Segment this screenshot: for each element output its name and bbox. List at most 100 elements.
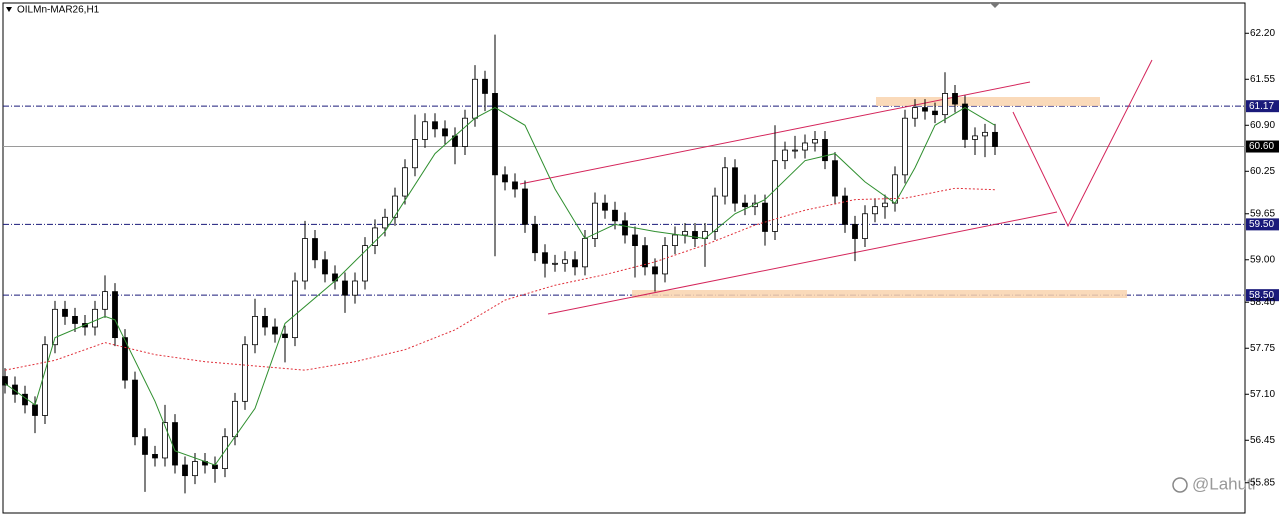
watermark-text: @Lahuti xyxy=(1192,474,1256,493)
candle-body xyxy=(432,121,438,130)
candle-body xyxy=(692,231,698,239)
y-tick-label: 57.10 xyxy=(1250,389,1275,400)
y-tick-label: 61.55 xyxy=(1250,74,1275,85)
candle-body xyxy=(862,213,868,239)
candle-body xyxy=(512,181,518,190)
candle-body xyxy=(112,291,118,339)
candle-body xyxy=(572,259,578,268)
candle-body xyxy=(832,160,838,197)
candle-body xyxy=(102,291,108,310)
candle-body xyxy=(402,167,408,197)
candle-body xyxy=(822,139,828,162)
chart-title: OILMn-MAR26,H1 xyxy=(17,5,100,16)
price-level-tag xyxy=(1246,218,1279,231)
price-level-label: 58.50 xyxy=(1249,290,1274,301)
candle-body xyxy=(722,167,728,197)
candle-body xyxy=(142,436,148,455)
candle-body xyxy=(152,454,158,459)
candle-body xyxy=(132,379,138,438)
candle-body xyxy=(72,315,78,324)
candle-body xyxy=(442,128,448,137)
candle-body xyxy=(552,262,558,265)
candle-body xyxy=(2,376,8,386)
candle-body xyxy=(792,149,798,152)
y-tick-label: 57.75 xyxy=(1250,343,1275,354)
candle-body xyxy=(382,216,388,229)
candle-body xyxy=(772,160,778,232)
price-level-tag xyxy=(1246,100,1279,113)
candle-body xyxy=(392,195,398,218)
candle-body xyxy=(542,252,548,264)
candle-body xyxy=(172,422,178,466)
candle-body xyxy=(222,436,228,469)
candles xyxy=(2,34,998,494)
projection-path xyxy=(1012,59,1153,228)
candle-body xyxy=(742,202,748,208)
y-tick-label: 58.40 xyxy=(1250,297,1275,308)
candle-body xyxy=(992,131,998,147)
y-tick-label: 59.00 xyxy=(1250,254,1275,265)
candle-body xyxy=(782,149,788,162)
candle-body xyxy=(732,167,738,204)
candle-body xyxy=(592,202,598,239)
candle-body xyxy=(262,315,268,328)
candle-body xyxy=(322,259,328,275)
candle-body xyxy=(802,142,808,151)
price-level-label: 61.17 xyxy=(1249,101,1274,112)
y-tick-label: 55.85 xyxy=(1250,477,1275,488)
candle-body xyxy=(982,131,988,137)
candle-body xyxy=(122,337,128,381)
candle-body xyxy=(412,139,418,169)
candle-body xyxy=(232,400,238,438)
candle-body xyxy=(192,461,198,477)
candle-body xyxy=(682,231,688,236)
candle-body xyxy=(662,245,668,275)
candle-body xyxy=(162,422,168,459)
y-tick-label: 60.25 xyxy=(1250,166,1275,177)
candle-body xyxy=(482,78,488,94)
candle-body xyxy=(812,139,818,144)
candle-body xyxy=(852,223,858,239)
candle-body xyxy=(312,238,318,261)
candle-body xyxy=(842,195,848,225)
candle-body xyxy=(502,174,508,183)
candle-body xyxy=(92,308,98,328)
price-level-tag xyxy=(1246,289,1279,302)
chart-shift-marker[interactable] xyxy=(990,3,1000,8)
candle-body xyxy=(902,117,908,176)
candle-body xyxy=(362,245,368,282)
price-level-label: 60.60 xyxy=(1249,141,1274,152)
candle-body xyxy=(752,202,758,208)
channel-lower xyxy=(547,211,1058,315)
moving-average xyxy=(4,107,996,466)
y-tick-label: 59.65 xyxy=(1250,208,1275,219)
candle-body xyxy=(252,315,258,346)
candle-body xyxy=(972,135,978,140)
candle-body xyxy=(522,188,528,225)
candle-body xyxy=(622,220,628,236)
menu-arrow[interactable] xyxy=(6,7,12,12)
candle-body xyxy=(582,238,588,268)
candle-body xyxy=(272,326,278,335)
y-tick-label: 56.45 xyxy=(1250,435,1275,446)
candle-body xyxy=(872,206,878,215)
candle-body xyxy=(922,107,928,112)
candle-body xyxy=(52,308,58,346)
candle-body xyxy=(712,195,718,232)
candle-body xyxy=(282,333,288,339)
watermark: @Lahuti xyxy=(1172,474,1256,493)
price-level-tag xyxy=(1246,140,1279,153)
candle-body xyxy=(962,103,968,140)
candle-body xyxy=(632,234,638,247)
candle-body xyxy=(642,245,648,268)
candle-body xyxy=(42,344,48,416)
candle-body xyxy=(422,121,428,140)
price-level-label: 59.50 xyxy=(1249,219,1274,230)
y-tick-label: 62.20 xyxy=(1250,28,1275,39)
candle-body xyxy=(672,234,678,247)
candle-body xyxy=(302,238,308,282)
candle-body xyxy=(652,266,658,275)
candle-body xyxy=(182,464,188,477)
